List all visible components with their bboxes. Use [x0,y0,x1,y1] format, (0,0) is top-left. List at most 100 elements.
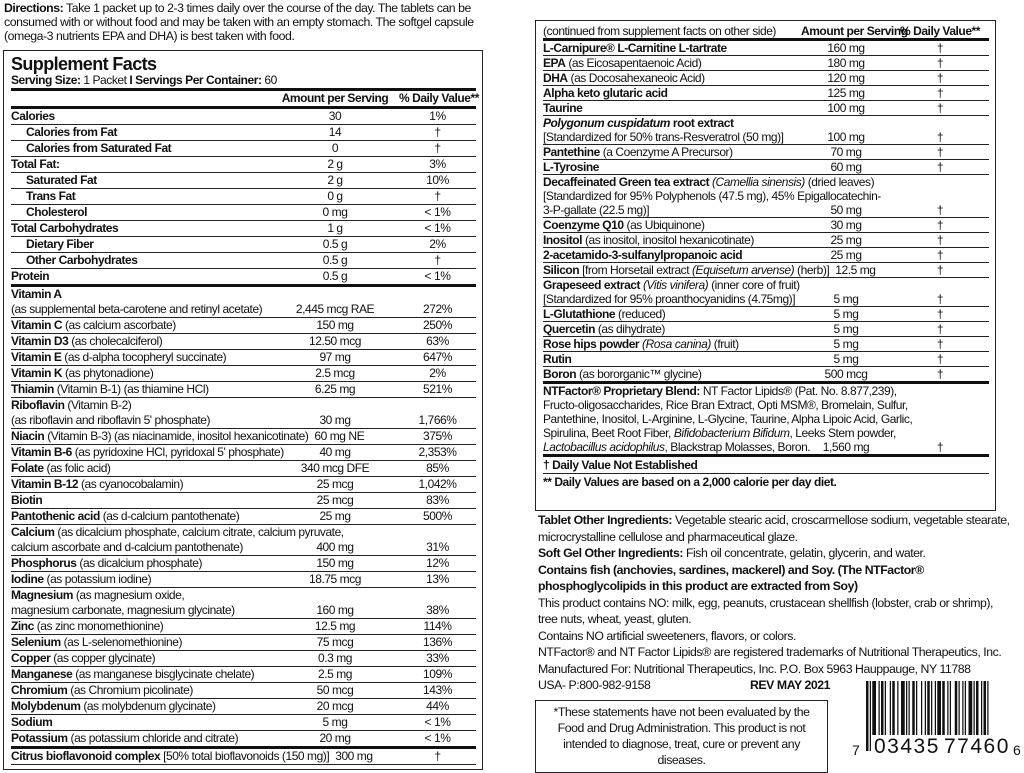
name-line: Calories from Saturated Fat [26,141,271,156]
left-column: Directions: Take 1 packet up to 2-3 time… [3,1,493,770]
barcode-bar [881,681,884,741]
nutrient-name: Dietary Fiber [11,237,271,252]
nutrient-name: Other Carbohydrates [11,253,271,268]
name-segment: Folate [11,461,44,475]
name-line: Sodium [11,715,271,730]
name-line: Calcium (as dicalcium phosphate, calcium… [11,525,344,540]
table-header: (continued from supplement facts on othe… [543,24,989,41]
barcode-bar [878,681,880,741]
amount: 2.5 mcg [315,366,355,380]
name-segment: Pantothenic acid [11,509,100,523]
name-segment: (Vitis vinifera) [642,278,709,292]
table-row: Molybdenum (as molybdenum glycinate) 20 m… [11,699,476,715]
name-line: Trans Fat [26,189,271,204]
table-row: Calcium (as dicalcium phosphate, calcium… [11,525,476,556]
name-line: Vitamin E (as d-alpha tocopheryl succina… [11,350,271,365]
barcode-bar [949,681,951,741]
barcode-digits-left: 03435 [872,735,942,759]
table-row: Silicon [from Horsetail extract (Equiset… [543,263,989,278]
name-line: Potassium (as potassium chloride and cit… [11,731,271,746]
daily-value: < 1% [424,221,451,235]
softgel-ingredients: Soft Gel Other Ingredients: Fish oil con… [538,545,1010,562]
table-row: Grapeseed extract (Vitis vinifera) (inne… [543,278,989,307]
amount: 25 mcg [316,477,354,491]
amount: 2,445 mcg RAE [295,302,375,316]
nutrient-name: Vitamin B-6 (as pyridoxine HCl, pyridoxa… [11,445,284,460]
name-line: Silicon [from Horsetail extract (Equiset… [543,263,830,277]
table-row: Vitamin E (as d-alpha tocopheryl succina… [11,350,476,366]
nutrient-name: Rutin [543,352,801,366]
name-segment: Trans Fat [26,189,76,203]
name-segment: Quercetin [543,322,595,336]
name-line: 2-acetamido-3-sulfanylpropanoic acid [543,248,801,262]
name-segment: 2-acetamido-3-sulfanylpropanoic acid [543,248,743,262]
name-segment: (as dicalcium phosphate) [76,556,203,570]
name-segment: (as Eicosapentaenoic Acid) [565,56,702,70]
amount: 25 mg [830,233,862,247]
barcode-bar [889,681,891,741]
dv-header: % Daily Value** [399,91,479,105]
nutrient-name: Vitamin E (as d-alpha tocopheryl succina… [11,350,271,365]
daily-value: 33% [426,651,449,665]
barcode-bar [906,681,908,741]
name-segment: Total Fat: [11,157,60,171]
nutrient-name: Polygonum cuspidatum root extract [Standa… [543,116,801,144]
name-segment: Boron [543,367,577,381]
daily-value: 1% [429,109,446,123]
name-line: Biotin [11,493,271,508]
barcode-bar [916,681,918,741]
name-segment: Grapeseed extract [543,278,643,292]
name-segment: (as magnesium oxide, [72,588,185,602]
amount: 5 mg [833,352,859,366]
amount: 180 mg [827,56,865,70]
table-row: EPA (as Eicosapentaenoic Acid) 180 mg † [543,56,989,71]
name-segment: Calcium [11,525,55,539]
barcode-bar [987,681,989,751]
name-segment: Niacin [11,429,45,443]
name-segment: Rutin [543,352,572,366]
servings-label: Servings Per Container: [132,73,262,87]
name-line: Zinc (as zinc monomethionine) [11,619,271,634]
daily-value: † [936,86,944,100]
amount: 50 mcg [316,683,354,697]
nutrient-name: Pantethine (a Coenzyme A Precursor) [543,145,801,159]
amount: 50 mg [830,203,862,217]
nutrient-name: Zinc (as zinc monomethionine) [11,619,271,634]
amount: 20 mg [319,731,351,745]
name-segment: (as potassium iodine) [43,572,152,586]
separator: I [129,73,133,87]
barcode-digit-last: 6 [1013,742,1021,758]
daily-value: † [936,337,944,351]
daily-value: 44% [426,699,449,713]
name-segment: Potassium [11,731,68,745]
name-segment: root extract [670,116,734,130]
trademarks: NTFactor® and NT Factor Lipids® are regi… [538,645,1002,659]
tablet-label: Tablet Other Ingredients: [538,513,673,527]
name-segment: Polygonum cuspidatum [543,116,671,130]
nutrient-name: Alpha keto glutaric acid [543,86,801,100]
amount: 25 mg [319,509,351,523]
daily-value: 38% [426,603,449,617]
amount: 25 mcg [316,493,354,507]
amount: 30 [328,109,342,123]
directions: Directions: Take 1 packet up to 2-3 time… [3,1,493,43]
name-line: Riboflavin (Vitamin B-2) [11,398,271,413]
daily-value: 3% [429,157,446,171]
table-row: Decaffeinated Green tea extract (Camelli… [543,175,989,218]
name-line: Lactobacillus acidophilus, Blackstrap Mo… [543,440,811,454]
serving-size-label: Serving Size: [11,73,81,87]
name-segment: (as Ubiquinone) [623,218,705,232]
name-segment: Protein [11,269,50,283]
name-segment: Alpha keto glutaric acid [543,86,668,100]
amount: 5 mg [833,322,859,336]
barcode-bars [866,681,989,751]
amount: 0.5 g [322,253,348,267]
nutrient-name: Total Fat: [11,157,271,172]
supplement-facts-title: Supplement Facts [11,54,157,74]
revision: REV MAY 2021 [750,678,831,692]
name-segment: Calories [11,109,55,123]
name-segment: (as dicalcium phosphate, calcium citrate… [54,525,344,539]
name-segment: (as d-alpha tocopheryl succinate) [61,350,227,364]
amount: 0 [331,141,339,155]
name-line: Quercetin (as dihydrate) [543,322,801,336]
